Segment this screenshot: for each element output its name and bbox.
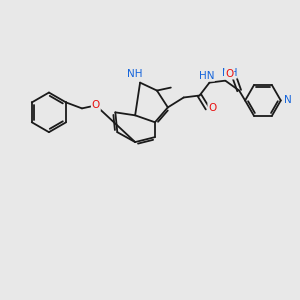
- Text: O: O: [92, 100, 100, 110]
- Text: N: N: [284, 95, 292, 106]
- Text: O: O: [208, 103, 217, 113]
- Text: HN: HN: [199, 71, 214, 81]
- Text: NH: NH: [221, 68, 237, 78]
- Text: NH: NH: [128, 69, 143, 79]
- Text: O: O: [225, 69, 233, 79]
